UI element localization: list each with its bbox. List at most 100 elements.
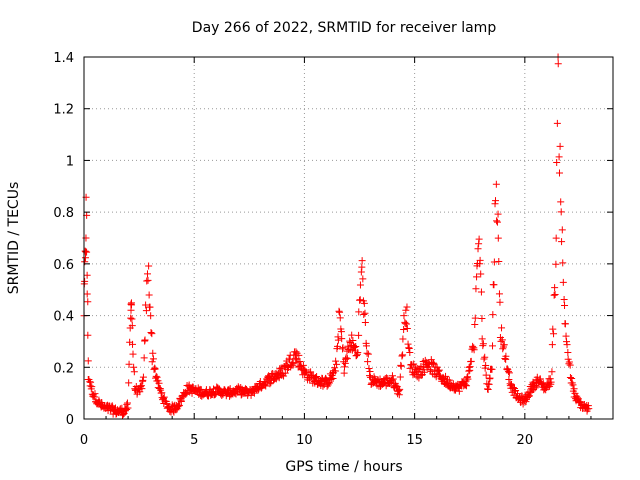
- x-tick-label: 5: [190, 433, 198, 448]
- data-point-plus: [91, 390, 99, 398]
- data-point-plus: [428, 360, 436, 368]
- data-point-plus: [560, 295, 568, 303]
- data-point-plus: [561, 320, 569, 328]
- data-point-plus: [489, 342, 497, 350]
- y-tick-label: 1.4: [53, 51, 74, 66]
- data-point-plus: [576, 398, 584, 406]
- data-point-plus: [568, 374, 576, 382]
- data-point-plus: [564, 349, 572, 357]
- data-point-plus: [551, 290, 559, 298]
- data-point-plus: [498, 336, 506, 344]
- data-point-plus: [265, 372, 273, 380]
- data-point-plus: [364, 350, 372, 358]
- data-point-plus: [358, 263, 366, 271]
- data-point-plus: [361, 309, 369, 317]
- data-point-plus: [404, 340, 412, 348]
- data-point-plus: [147, 312, 155, 320]
- data-point-plus: [554, 60, 562, 68]
- data-point-plus: [492, 180, 500, 188]
- data-point-plus: [498, 324, 506, 332]
- data-point-plus: [333, 360, 341, 368]
- data-point-plus: [556, 142, 564, 150]
- x-tick-label: 10: [296, 433, 313, 448]
- data-point-plus: [399, 351, 407, 359]
- data-point-plus: [361, 318, 369, 326]
- data-point-plus: [473, 273, 481, 281]
- data-point-plus: [492, 197, 499, 205]
- data-point-plus: [551, 284, 559, 292]
- data-point-plus: [273, 370, 281, 378]
- x-axis-title: GPS time / hours: [285, 459, 402, 475]
- y-tick-label: 0.4: [53, 310, 74, 325]
- data-point-plus: [481, 353, 489, 361]
- y-tick-label: 0: [66, 413, 74, 428]
- data-point-plus: [495, 290, 503, 298]
- data-point-plus: [504, 368, 512, 376]
- data-point-plus: [207, 391, 215, 399]
- data-point-plus: [127, 314, 135, 322]
- data-point-plus: [274, 373, 282, 381]
- data-point-plus: [250, 389, 258, 397]
- data-point-plus: [148, 358, 156, 366]
- data-point-plus: [84, 298, 92, 306]
- data-point-plus: [138, 385, 146, 393]
- data-point-plus: [402, 306, 410, 314]
- data-point-plus: [388, 372, 396, 380]
- data-point-plus: [475, 235, 483, 243]
- data-point-plus: [346, 337, 354, 345]
- data-point-plus: [477, 288, 485, 296]
- data-point-plus: [343, 355, 351, 363]
- data-point-plus: [366, 367, 374, 375]
- grid-lines: [84, 57, 613, 419]
- data-point-plus: [139, 373, 147, 381]
- data-point-plus: [467, 357, 475, 365]
- data-point-plus: [87, 378, 95, 386]
- data-point-plus: [482, 361, 490, 369]
- data-point-plus: [353, 351, 361, 359]
- data-point-plus: [128, 315, 136, 323]
- data-point-plus: [455, 387, 463, 395]
- data-point-plus: [141, 336, 149, 344]
- data-point-plus: [120, 410, 128, 418]
- data-point-plus: [307, 368, 315, 376]
- data-point-plus: [561, 302, 569, 310]
- axis-ticks: 0 5 10 15 20 0 0.2 0.4 0.6 0.8 1 1.2 1.4: [53, 51, 614, 448]
- data-point-plus: [130, 363, 138, 371]
- data-point-plus: [182, 390, 190, 398]
- data-point-plus: [550, 291, 558, 299]
- data-point-plus: [426, 366, 434, 374]
- data-point-plus: [143, 277, 151, 285]
- data-point-plus: [148, 330, 156, 338]
- data-point-plus: [558, 238, 566, 246]
- data-point-plus: [400, 326, 408, 334]
- data-point-plus: [177, 397, 185, 405]
- data-point-plus: [550, 330, 558, 338]
- data-point-plus: [128, 322, 136, 330]
- data-point-plus: [342, 354, 350, 362]
- data-point-plus: [542, 384, 550, 392]
- data-point-plus: [360, 299, 368, 307]
- data-point-plus: [125, 360, 133, 368]
- data-point-plus: [494, 210, 502, 218]
- data-point-plus: [81, 247, 89, 255]
- data-point-plus: [571, 389, 579, 397]
- data-point-plus: [337, 328, 345, 336]
- data-point-plus: [474, 245, 482, 253]
- data-point-plus: [90, 393, 98, 401]
- data-point-plus: [463, 382, 471, 390]
- data-point-plus: [547, 378, 555, 386]
- data-point-plus: [144, 276, 152, 284]
- data-point-plus: [296, 357, 304, 365]
- data-point-plus: [362, 342, 370, 350]
- data-point-plus: [356, 281, 364, 289]
- data-point-plus: [531, 384, 539, 392]
- y-axis-title: SRMTID / TECUs: [6, 182, 22, 295]
- data-point-plus: [339, 344, 347, 352]
- y-tick-label: 0.6: [53, 258, 74, 273]
- data-point-plus: [555, 169, 563, 177]
- data-point-plus: [559, 259, 567, 267]
- data-point-plus: [84, 357, 92, 365]
- data-point-plus: [485, 380, 493, 388]
